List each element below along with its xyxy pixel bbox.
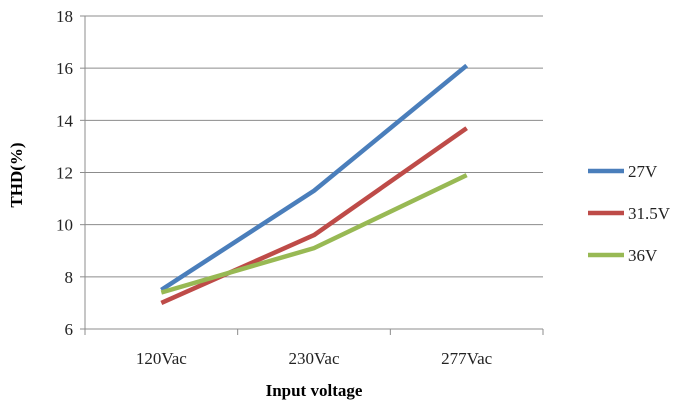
y-axis-label: THD(%) bbox=[7, 142, 26, 207]
y-tick-label: 12 bbox=[56, 164, 73, 183]
x-tick-label: 120Vac bbox=[136, 349, 187, 368]
legend-item-31.5V: 31.5V bbox=[588, 204, 671, 223]
y-tick-label: 6 bbox=[65, 320, 74, 339]
legend-label: 27V bbox=[628, 162, 658, 181]
x-tick-labels: 120Vac 230Vac 277Vac bbox=[136, 349, 493, 368]
x-tick-label: 230Vac bbox=[289, 349, 340, 368]
legend: 27V 31.5V 36V bbox=[588, 162, 671, 265]
series-line-27V bbox=[160, 63, 469, 292]
legend-label: 36V bbox=[628, 246, 658, 265]
y-tick-label: 14 bbox=[56, 111, 74, 130]
x-axis-label: Input voltage bbox=[266, 381, 363, 400]
x-tick-label: 277Vac bbox=[441, 349, 492, 368]
y-tick-label: 16 bbox=[56, 59, 73, 78]
series-lines bbox=[160, 63, 469, 305]
y-tick-labels: 6 8 10 12 14 16 18 bbox=[56, 7, 74, 339]
legend-item-27V: 27V bbox=[588, 162, 658, 181]
legend-item-36V: 36V bbox=[588, 246, 658, 265]
axes bbox=[80, 15, 544, 335]
y-tick-label: 8 bbox=[65, 268, 74, 287]
legend-label: 31.5V bbox=[628, 204, 671, 223]
gridlines bbox=[85, 15, 543, 278]
y-tick-label: 18 bbox=[56, 7, 73, 26]
y-tick-label: 10 bbox=[56, 216, 73, 235]
